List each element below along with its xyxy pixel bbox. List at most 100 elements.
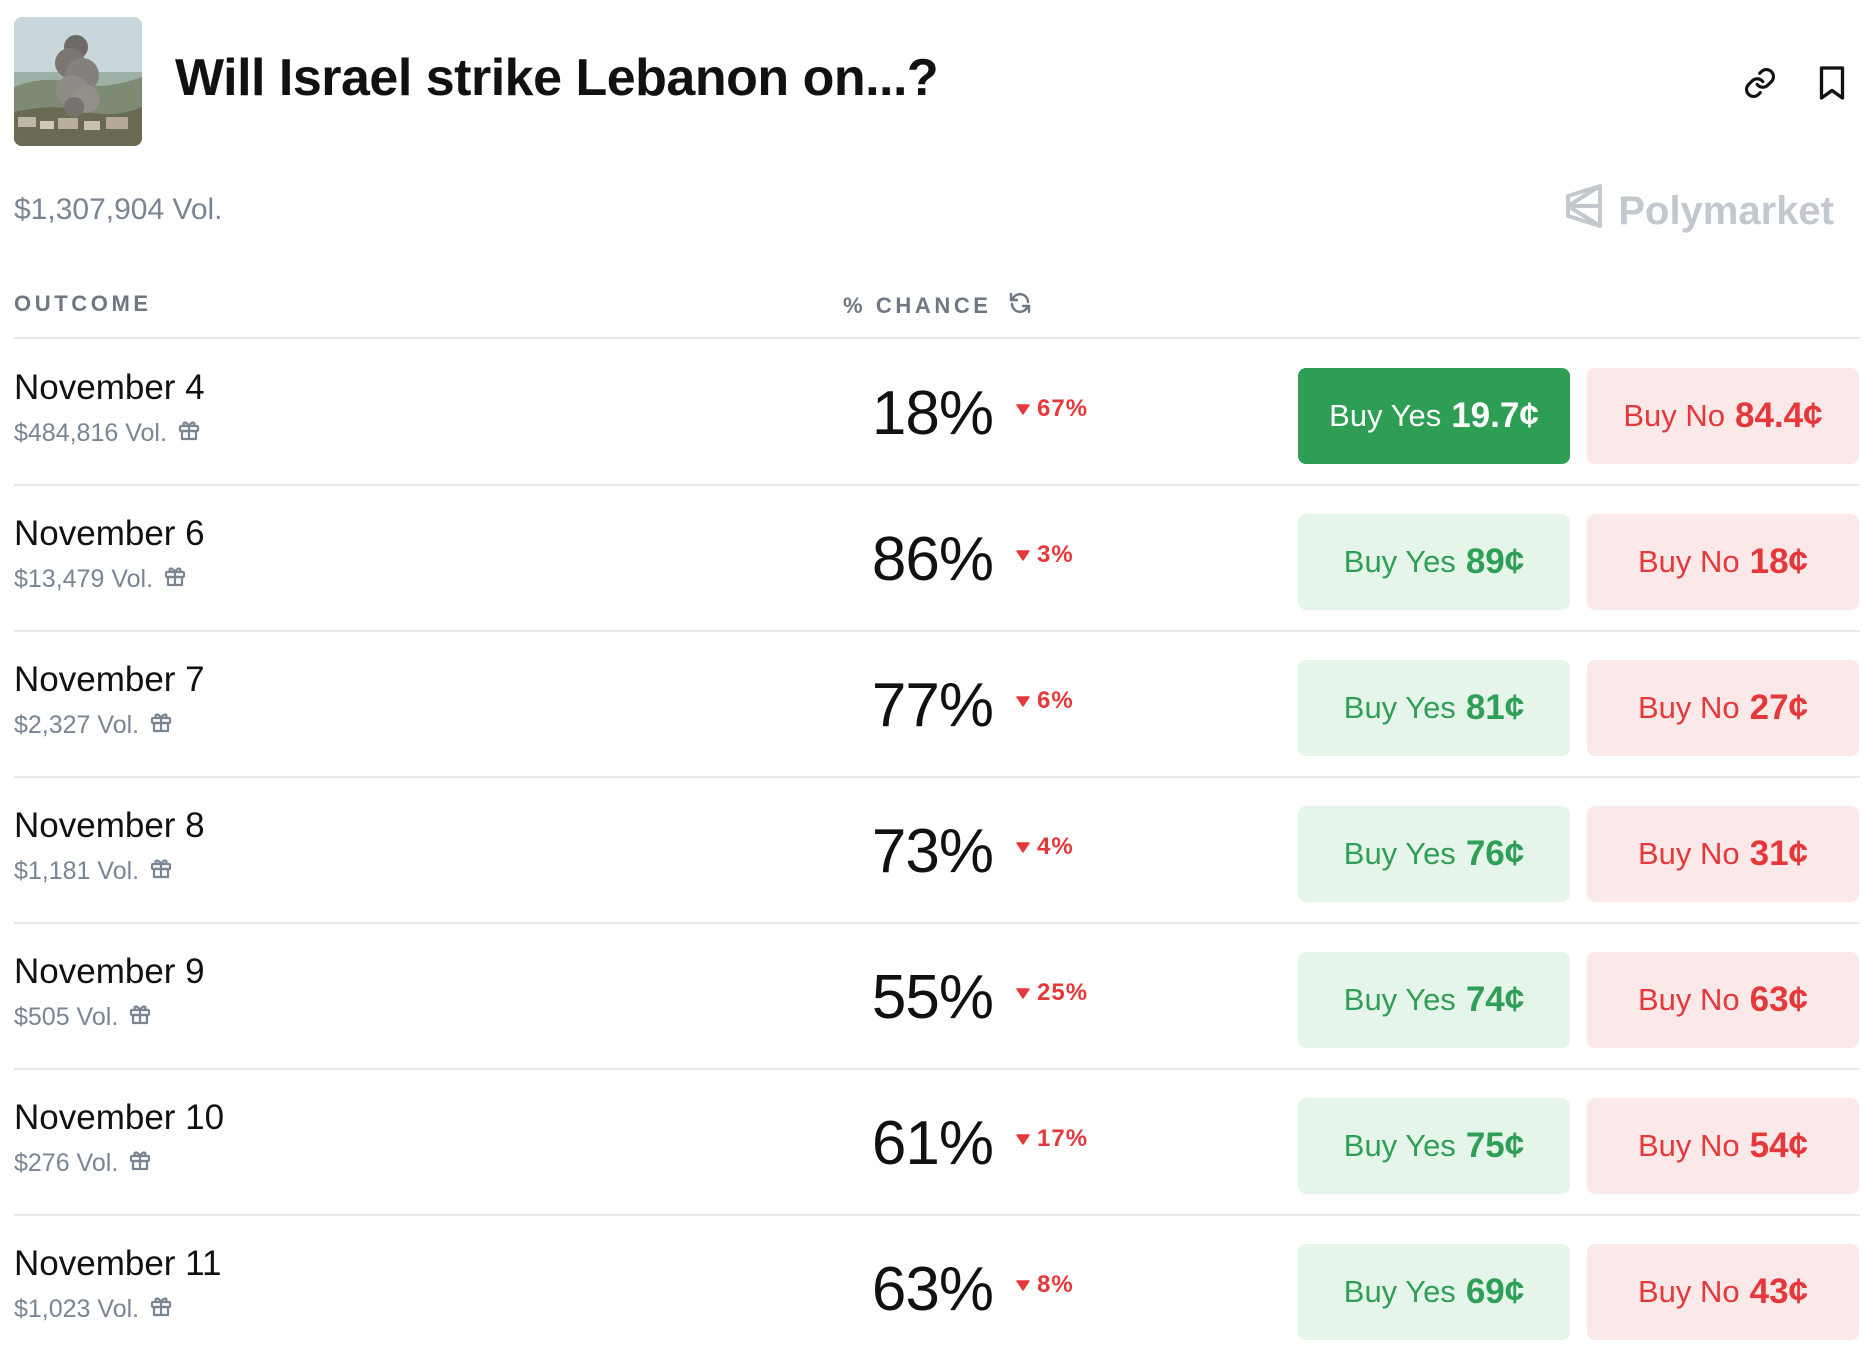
gift-icon[interactable] [149,1294,173,1325]
outcome-row[interactable]: November 11 $1,023 Vol. 63% [0,1214,1874,1350]
outcome-volume: $2,327 Vol. [14,710,173,741]
buy-no-price: 43¢ [1749,1272,1809,1311]
buy-no-label: Buy No [1637,544,1740,579]
market-volume: $1,307,904 Vol. [14,193,223,226]
buy-yes-price: 19.7¢ [1451,396,1539,435]
gift-icon[interactable] [177,418,201,449]
chance-change-value: 6% [1037,687,1074,714]
buy-no-price: 31¢ [1749,834,1809,873]
outcome-name: November 10 [14,1098,225,1137]
outcome-volume: $276 Vol. [14,1148,152,1179]
outcome-volume-text: $13,479 Vol. [14,565,154,593]
buy-yes-price: 75¢ [1465,1126,1525,1165]
outcome-chance: 61% [871,1109,994,1178]
outcome-volume: $13,479 Vol. [14,564,187,595]
gift-icon[interactable] [149,710,173,741]
chance-change-value: 4% [1037,833,1074,860]
buy-yes-label: Buy Yes [1343,544,1456,579]
outcome-volume-text: $1,181 Vol. [14,857,140,885]
outcome-volume: $1,023 Vol. [14,1294,173,1325]
outcome-row[interactable]: November 10 $276 Vol. 61% [0,1068,1874,1214]
buy-no-label: Buy No [1637,982,1740,1017]
buy-yes-button[interactable]: Buy Yes 74¢ [1298,952,1570,1048]
outcome-volume: $505 Vol. [14,1002,152,1033]
down-triangle-icon [1015,1125,1031,1153]
outcome-name: November 6 [14,514,205,553]
refresh-icon[interactable] [1008,291,1032,321]
chance-change: 3% [1015,541,1074,569]
outcome-row[interactable]: November 8 $1,181 Vol. 73% [0,776,1874,922]
buy-yes-button[interactable]: Buy Yes 81¢ [1298,660,1570,756]
chance-column-header: % CHANCE [843,291,1032,321]
down-triangle-icon [1015,979,1031,1007]
buy-yes-button[interactable]: Buy Yes 75¢ [1298,1098,1570,1194]
outcome-chance: 73% [871,817,994,886]
market-title: Will Israel strike Lebanon on...? [175,49,939,107]
buy-no-button[interactable]: Buy No 27¢ [1587,660,1859,756]
outcome-volume: $484,816 Vol. [14,418,201,449]
outcome-name: November 9 [14,952,205,991]
outcome-chance: 63% [871,1255,994,1324]
outcome-column-header: OUTCOME [14,291,152,316]
gift-icon[interactable] [128,1148,152,1179]
outcome-row[interactable]: November 6 $13,479 Vol. 86% [0,484,1874,630]
buy-yes-label: Buy Yes [1343,1128,1456,1163]
outcome-volume-text: $2,327 Vol. [14,711,140,739]
outcome-chance: 18% [871,379,994,448]
outcome-row[interactable]: November 4 $484,816 Vol. 18% [0,338,1874,484]
buy-yes-button[interactable]: Buy Yes 76¢ [1298,806,1570,902]
brand-name: Polymarket [1618,188,1834,233]
outcome-volume: $1,181 Vol. [14,856,173,887]
chance-change-value: 67% [1037,395,1089,422]
buy-no-button[interactable]: Buy No 63¢ [1587,952,1859,1048]
outcome-chance: 77% [871,671,994,740]
buy-no-button[interactable]: Buy No 31¢ [1587,806,1859,902]
buy-no-button[interactable]: Buy No 84.4¢ [1587,368,1859,464]
outcome-name: November 11 [14,1244,222,1283]
buy-yes-button[interactable]: Buy Yes 89¢ [1298,514,1570,610]
chance-change-value: 3% [1037,541,1074,568]
divider [14,337,1860,339]
polymarket-brand[interactable]: Polymarket [1564,184,1834,236]
buy-yes-label: Buy Yes [1343,690,1456,725]
chance-change-value: 17% [1037,1125,1089,1152]
outcome-name: November 7 [14,660,205,699]
divider [14,1068,1860,1070]
down-triangle-icon [1015,833,1031,861]
chance-change: 8% [1015,1271,1074,1299]
buy-no-label: Buy No [1637,1274,1740,1309]
gift-icon[interactable] [128,1002,152,1033]
buy-no-price: 84.4¢ [1735,396,1823,435]
divider [14,484,1860,486]
gift-icon[interactable] [149,856,173,887]
chance-change-value: 8% [1037,1271,1074,1298]
divider [14,630,1860,632]
buy-yes-price: 69¢ [1465,1272,1525,1311]
buy-yes-price: 74¢ [1465,980,1525,1019]
bookmark-icon[interactable] [1812,62,1852,104]
buy-no-label: Buy No [1623,398,1726,433]
buy-no-label: Buy No [1637,1128,1740,1163]
down-triangle-icon [1015,1271,1031,1299]
link-icon[interactable] [1740,62,1780,104]
outcome-row[interactable]: November 9 $505 Vol. 55% [0,922,1874,1068]
buy-no-button[interactable]: Buy No 43¢ [1587,1244,1859,1340]
buy-no-button[interactable]: Buy No 18¢ [1587,514,1859,610]
outcome-row[interactable]: November 7 $2,327 Vol. 77% [0,630,1874,776]
buy-no-price: 18¢ [1749,542,1809,581]
chance-change-value: 25% [1037,979,1089,1006]
buy-no-button[interactable]: Buy No 54¢ [1587,1098,1859,1194]
outcome-volume-text: $505 Vol. [14,1003,119,1031]
buy-yes-button[interactable]: Buy Yes 69¢ [1298,1244,1570,1340]
market-thumbnail[interactable] [14,17,142,146]
divider [14,922,1860,924]
buy-yes-button[interactable]: Buy Yes 19.7¢ [1298,368,1570,464]
buy-no-label: Buy No [1637,690,1740,725]
outcome-chance: 86% [871,525,994,594]
gift-icon[interactable] [163,564,187,595]
chance-change: 17% [1015,1125,1088,1153]
divider [14,1214,1860,1216]
outcome-chance: 55% [871,963,994,1032]
chance-change: 67% [1015,395,1088,423]
